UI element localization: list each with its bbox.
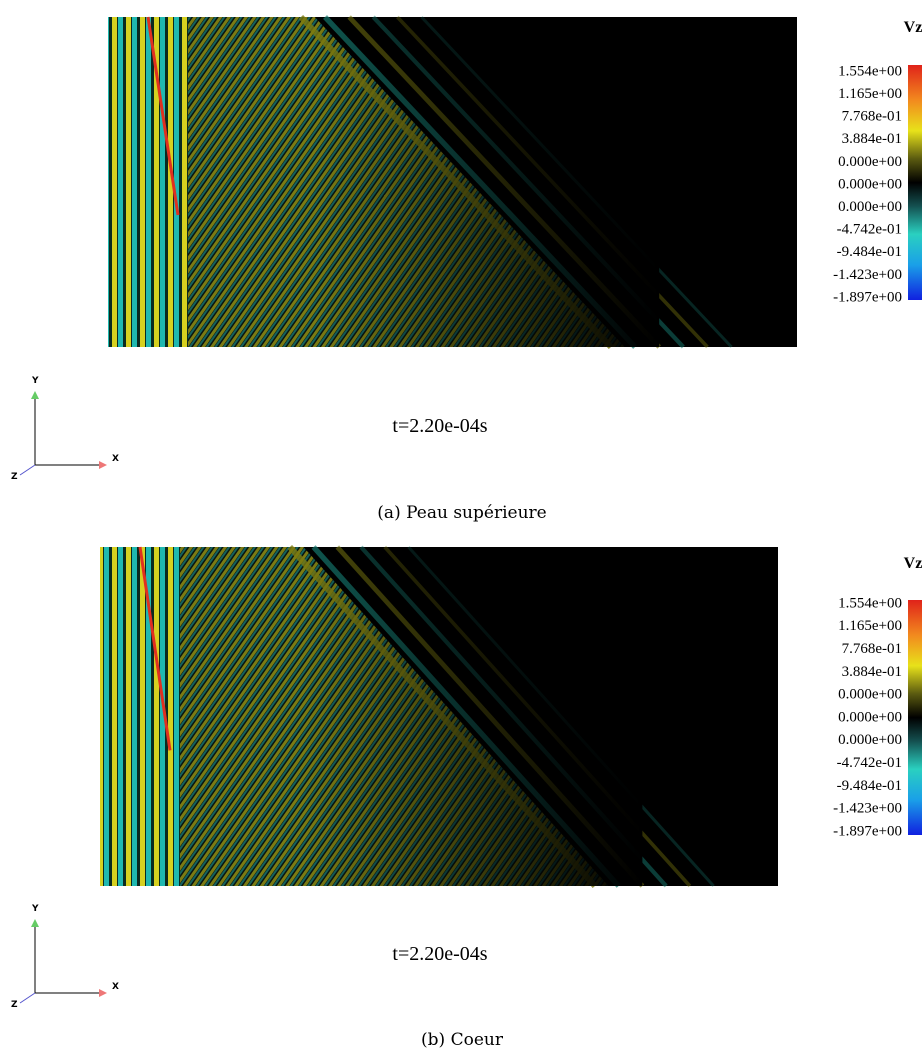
time-label: t=2.20e-04s [392,943,487,965]
legend-label: -1.423e+00 [833,267,902,283]
axis-z [19,992,36,1004]
legend-label: -9.484e-01 [837,778,902,794]
legend-label: 7.768e-01 [842,109,902,125]
panel: Vz 1.554e+00 1.165e+00 7.768e-01 3.884e-01 0.… [11,544,923,1050]
legend-label: 0.000e+00 [838,176,902,192]
legend-label: 0.000e+00 [838,199,902,215]
legend-title: Vz [904,19,923,36]
source-ridge [146,16,180,216]
legend-label: 1.554e+00 [838,595,902,611]
colorbar [908,600,922,835]
legend-label: -4.742e-01 [837,222,902,238]
source-ridge [138,546,172,751]
time-label: t=2.20e-04s [392,415,487,437]
axis-x-label: X [112,982,119,992]
axis-z [19,464,36,476]
legend-label: 0.000e+00 [838,732,902,748]
legend-label: 1.165e+00 [838,618,902,634]
legend-title: Vz [904,555,923,572]
legend-label: 7.768e-01 [842,641,902,657]
caption: (a) Peau supérieure [377,503,546,523]
axis-y-label: Y [31,904,39,914]
axis-x-label: X [112,454,119,464]
axis-z-label: Z [11,1000,18,1010]
legend-label: 0.000e+00 [838,154,902,170]
legend-label: 1.554e+00 [838,63,902,79]
legend-label: 3.884e-01 [842,131,902,147]
legend-label: -1.423e+00 [833,801,902,817]
axis-y-label: Y [31,376,39,386]
legend-label: -4.742e-01 [837,755,902,771]
legend-label: 0.000e+00 [838,709,902,725]
wave-fade [303,547,643,886]
axis-z-label: Z [11,472,18,482]
source-zone [108,17,188,347]
colorbar [908,65,922,300]
legend-label: 1.165e+00 [838,86,902,102]
panel: Vz 1.554e+00 1.165e+00 7.768e-01 3.884e-01 0.… [11,14,923,523]
legend-label: -1.897e+00 [833,823,902,839]
legend-label: -1.897e+00 [833,289,902,305]
legend-label: 0.000e+00 [838,687,902,703]
wave-fade [314,17,660,347]
caption: (b) Coeur [421,1030,504,1050]
source-zone [100,547,180,886]
simulation-image [108,14,797,350]
simulation-image [100,544,778,889]
legend-label: -9.484e-01 [837,244,902,260]
legend-label: 3.884e-01 [842,664,902,680]
